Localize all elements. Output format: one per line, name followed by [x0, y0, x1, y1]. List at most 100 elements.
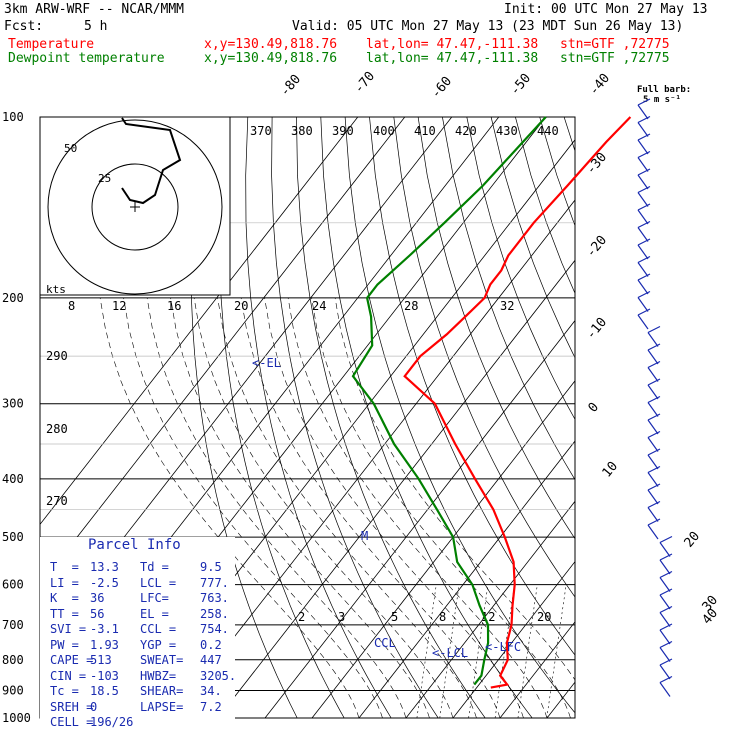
wind-barb-flag [659, 623, 673, 631]
potential-temperature-label: 420 [455, 124, 477, 138]
parcel-info-cell: SREH = [50, 699, 94, 714]
hodograph-ring-outer [47, 119, 223, 295]
wind-barb-shaft [637, 209, 649, 225]
wind-barb-flag [647, 325, 661, 334]
isotherm-line [264, 319, 575, 718]
moist-adiabat-line [193, 297, 454, 718]
sounding-dewpoint-temperature [351, 116, 547, 686]
dry-adiabat-line [710, 117, 740, 718]
moist-adiabat-line [123, 297, 383, 718]
dewpoint-station: stn=GTF ,72775 [560, 51, 670, 66]
wind-barb-shaft [637, 279, 649, 295]
wind-barb-shaft [647, 402, 659, 417]
isotherm-label-upper: -70 [352, 69, 379, 97]
wind-barb-shaft [647, 437, 659, 452]
isotherm-line [170, 199, 575, 718]
wind-barb-shaft [637, 244, 649, 260]
parcel-info-cell: 1.93 [90, 637, 119, 652]
isotherm-line [40, 117, 359, 526]
wind-barb-flag [647, 395, 661, 404]
parcel-info-cell: 777. [200, 575, 229, 590]
wind-barb-flag [647, 430, 661, 439]
isotherm-label-upper: -50 [508, 71, 535, 99]
parcel-info-cell: LI = [50, 575, 79, 590]
barb-legend-line2: 5 m s⁻¹ [643, 95, 681, 105]
mixing-ratio-label-upper: 16 [167, 299, 181, 313]
dry-adiabat-line [613, 117, 740, 718]
mixing-ratio-label-lower: 8 [439, 610, 446, 624]
isotherm-line [311, 380, 575, 718]
isotherm-line [40, 117, 406, 586]
wind-barb-shaft [659, 647, 671, 662]
parcel-info-cell: -3.1 [90, 622, 119, 636]
parcel-info-cell: K = [50, 591, 79, 605]
pressure-tick-label: 500 [2, 530, 24, 544]
moist-adiabat-line [334, 297, 575, 681]
wind-barb-flag [647, 465, 661, 474]
mixing-ratio-label-upper: 32 [500, 299, 514, 313]
wind-barb-shaft [637, 174, 649, 190]
temperature-station: stn=GTF ,72775 [560, 37, 670, 52]
pressure-tick-label: 200 [2, 291, 24, 305]
potential-temperature-label: 390 [332, 124, 354, 138]
wind-barb-flag [637, 308, 651, 316]
moist-adiabat-line [146, 297, 407, 718]
moist-adiabat-line [99, 297, 360, 718]
pressure-tick-label: 800 [2, 653, 24, 667]
parcel-info-cell: Tc = [50, 684, 79, 698]
parcel-info-cell: SVI = [50, 622, 87, 636]
parcel-info-cell: 763. [200, 591, 229, 605]
sounding-temperature [403, 116, 632, 689]
hodograph-ring-label-25: 25 [98, 172, 111, 185]
isotherm-line [594, 117, 740, 718]
parcel-info-cell: 34. [200, 684, 222, 698]
plot-frame [39, 116, 576, 719]
isotherm-label-right: 10 [600, 459, 622, 481]
wind-barb-flag [637, 203, 651, 211]
wind-barb-flag [637, 255, 651, 264]
parcel-info-cell: 36 [90, 591, 105, 605]
wind-barb-shaft [647, 524, 659, 540]
wind-barb-shaft [647, 384, 659, 400]
wind-barb-flag [647, 378, 661, 386]
wind-barb-flag [659, 535, 673, 544]
parcel-info-cell: 13.3 [90, 560, 119, 574]
dewpoint-xy: x,y=130.49,818.76 [204, 51, 338, 66]
wind-barb-shaft [659, 612, 671, 627]
pressure-tick-label: 1000 [2, 711, 31, 725]
isotherm-label-right: 0 [586, 400, 603, 416]
potential-temperature-label: 440 [537, 124, 559, 138]
parcel-info-cell: CIN = [50, 668, 87, 683]
parcel-info-cell: 196/26 [90, 715, 134, 729]
wind-barb-flag [637, 115, 651, 124]
wind-barb-shaft [647, 349, 659, 365]
wind-barb-shaft [659, 682, 671, 697]
dry-adiabat-line [271, 117, 439, 718]
theta-label-left: 270 [46, 494, 68, 508]
mixing-ratio-label-lower: 5 [391, 610, 398, 624]
parcel-info-cell: -2.5 [90, 575, 119, 590]
isotherm-line [452, 560, 575, 718]
parcel-info-cell: YGP = [140, 637, 177, 652]
wind-barb-flag [659, 640, 673, 649]
isotherm-line [217, 259, 575, 718]
mixing-ratio-label-upper: 8 [68, 299, 75, 313]
isotherm-label-right: -10 [584, 315, 611, 343]
isotherm-label-right: 20 [682, 529, 704, 551]
moist-adiabat-line [217, 297, 477, 718]
dry-adiabat-line [661, 117, 740, 718]
wind-barb-flag [659, 658, 673, 666]
dry-adiabat-line [245, 117, 392, 718]
temperature-latlon: lat,lon= 47.47,-111.38 [366, 37, 539, 52]
wind-barb-shaft [659, 629, 671, 645]
pressure-tick-label: 100 [2, 110, 24, 124]
wind-barb-flag [637, 98, 651, 106]
wind-barb-shaft [659, 577, 671, 592]
wind-barb-flag [637, 168, 651, 176]
isotherm-label-upper: -60 [429, 74, 456, 102]
parcel-info-cell: 3205. [200, 668, 237, 683]
isotherm-label-upper: -80 [278, 72, 305, 100]
parcel-info-cell: CCL = [140, 622, 177, 636]
wind-barb-shaft [647, 472, 659, 487]
